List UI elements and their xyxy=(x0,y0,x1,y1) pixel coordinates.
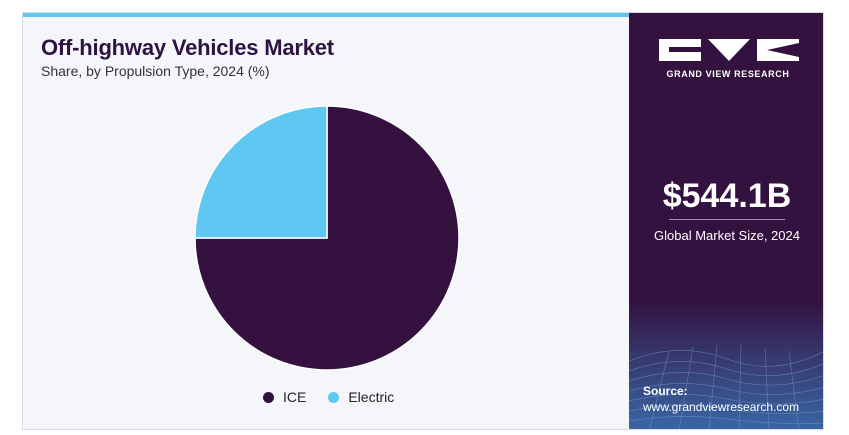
source-url[interactable]: www.grandviewresearch.com xyxy=(643,400,800,414)
legend-item-ice: ICE xyxy=(263,389,306,405)
chart-card: Off-highway Vehicles Market Share, by Pr… xyxy=(22,12,824,430)
info-panel: GRAND VIEW RESEARCH $544.1B Global Marke… xyxy=(629,13,823,429)
legend-item-electric: Electric xyxy=(328,389,394,405)
legend-swatch xyxy=(263,391,274,403)
pie-slice-electric xyxy=(194,105,328,239)
grand-view-research-logo xyxy=(659,39,799,61)
legend-label: ICE xyxy=(283,389,307,405)
chart-legend: ICE Electric xyxy=(263,389,394,405)
chart-title: Off-highway Vehicles Market xyxy=(41,35,334,60)
wave-pattern-graphic xyxy=(629,301,823,429)
chart-subtitle: Share, by Propulsion Type, 2024 (%) xyxy=(41,63,270,79)
legend-label: Electric xyxy=(348,389,395,405)
legend-swatch xyxy=(328,391,340,403)
source-note: Source: www.grandviewresearch.com xyxy=(643,383,799,415)
brand-name: GRAND VIEW RESEARCH xyxy=(666,69,790,79)
market-size-value: $544.1B xyxy=(662,177,792,215)
divider xyxy=(669,219,785,220)
pie-chart xyxy=(194,105,460,371)
market-size-label: Global Market Size, 2024 xyxy=(654,228,800,243)
source-label: Source: xyxy=(643,384,688,398)
pie-slice-ice xyxy=(194,105,460,371)
accent-bar xyxy=(23,13,629,17)
